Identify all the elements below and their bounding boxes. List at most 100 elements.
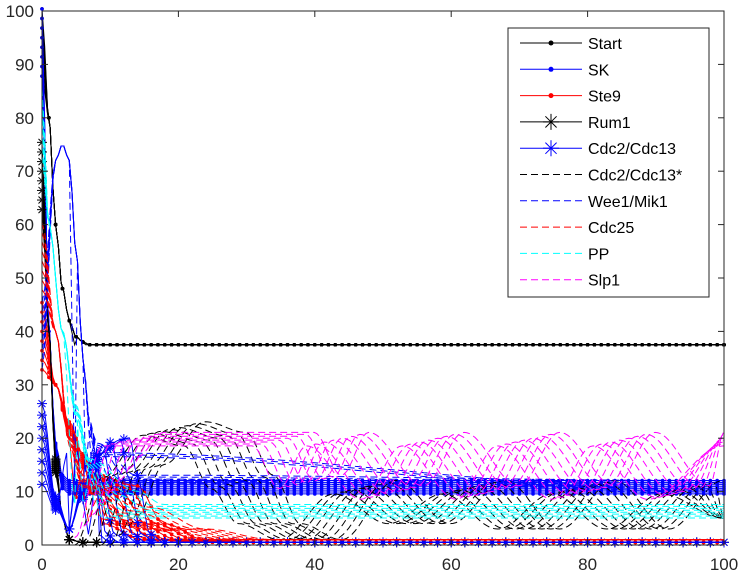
legend-label: Cdc2/Cdc13* <box>588 168 682 185</box>
data-point <box>538 342 542 347</box>
series-pp <box>41 88 724 519</box>
data-point <box>449 342 454 347</box>
data-point <box>251 342 256 347</box>
data-point <box>47 116 51 120</box>
data-point <box>132 517 143 528</box>
data-point <box>67 478 72 483</box>
trajectory-line <box>41 146 724 517</box>
data-point <box>135 495 140 500</box>
legend-marker <box>548 40 554 46</box>
data-point <box>374 342 378 347</box>
data-point <box>401 342 406 347</box>
data-point <box>203 342 208 347</box>
data-point <box>694 342 699 347</box>
data-point <box>237 342 242 347</box>
y-tick-label: 60 <box>15 216 34 235</box>
legend-entry: PP <box>520 246 609 263</box>
data-point <box>183 537 188 542</box>
data-point <box>64 523 75 534</box>
data-point <box>326 478 331 483</box>
trajectory-line <box>41 145 724 495</box>
series-cdc25 <box>41 222 724 541</box>
data-point <box>197 342 201 347</box>
data-point <box>633 342 638 347</box>
data-point <box>517 342 522 347</box>
data-point <box>162 533 167 538</box>
data-point <box>87 342 92 347</box>
data-point <box>306 342 310 347</box>
legend-label: Slp1 <box>588 273 620 290</box>
trajectory-line <box>41 403 724 543</box>
data-point <box>183 342 188 347</box>
data-point <box>149 519 153 524</box>
y-tick-label: 10 <box>15 483 34 502</box>
tick-labels: 0 20 40 60 80 100 0 10 20 30 40 50 60 70 80 90 100 <box>6 2 739 574</box>
data-point <box>626 342 631 347</box>
data-point <box>53 222 58 227</box>
data-point <box>592 342 597 347</box>
data-point <box>469 342 474 347</box>
data-point <box>122 505 126 510</box>
data-point <box>162 521 167 526</box>
x-tick-label: 100 <box>710 555 738 574</box>
data-point <box>142 536 147 541</box>
data-point <box>265 342 269 347</box>
trajectory-line <box>109 437 725 493</box>
data-point <box>715 342 719 347</box>
x-tick-label: 60 <box>442 555 461 574</box>
data-point <box>122 342 126 347</box>
data-point <box>619 478 624 483</box>
data-point <box>360 478 365 483</box>
data-point <box>340 342 344 347</box>
data-point <box>619 342 624 347</box>
data-point <box>94 342 99 347</box>
legend-entry: Ste9 <box>520 89 621 106</box>
legend-label: PP <box>588 246 609 263</box>
data-point <box>476 342 481 347</box>
data-point <box>108 342 112 347</box>
trajectory-line <box>41 145 724 491</box>
data-point <box>681 342 685 347</box>
data-point <box>142 342 147 347</box>
data-point <box>258 342 263 347</box>
y-tick-label: 20 <box>15 429 34 448</box>
legend-label: Cdc2/Cdc13 <box>588 141 676 158</box>
trajectory-line <box>41 117 724 511</box>
data-point <box>244 342 249 347</box>
data-point <box>667 342 672 347</box>
legend-entry: Rum1 <box>520 113 631 132</box>
data-point <box>394 342 399 347</box>
trajectory-line <box>41 145 724 485</box>
legend-label: Rum1 <box>588 115 631 132</box>
data-point <box>647 342 651 347</box>
data-point <box>292 342 297 347</box>
data-point <box>122 525 126 530</box>
data-point <box>53 383 58 387</box>
data-point <box>118 434 129 445</box>
trajectory-line <box>41 127 724 513</box>
data-point <box>285 342 290 347</box>
data-point <box>333 342 338 347</box>
data-point <box>40 7 44 11</box>
data-point <box>347 342 351 347</box>
trajectory-line <box>136 431 724 487</box>
y-tick-label: 40 <box>15 322 34 341</box>
data-point <box>159 537 170 548</box>
data-point <box>599 342 604 347</box>
data-point <box>435 342 440 347</box>
trajectory-line <box>101 439 724 504</box>
data-point <box>319 342 324 347</box>
trajectory-line <box>92 441 723 516</box>
data-point <box>572 342 576 347</box>
legend-entry: Start <box>520 36 622 53</box>
data-point <box>272 342 276 347</box>
data-point <box>558 342 563 347</box>
data-point <box>565 342 569 347</box>
data-point <box>169 536 174 541</box>
trajectory-line <box>127 433 723 489</box>
legend-entry: SK <box>520 62 610 79</box>
data-point <box>326 342 331 347</box>
trajectory-line <box>41 145 724 483</box>
trajectory-line <box>41 156 724 519</box>
